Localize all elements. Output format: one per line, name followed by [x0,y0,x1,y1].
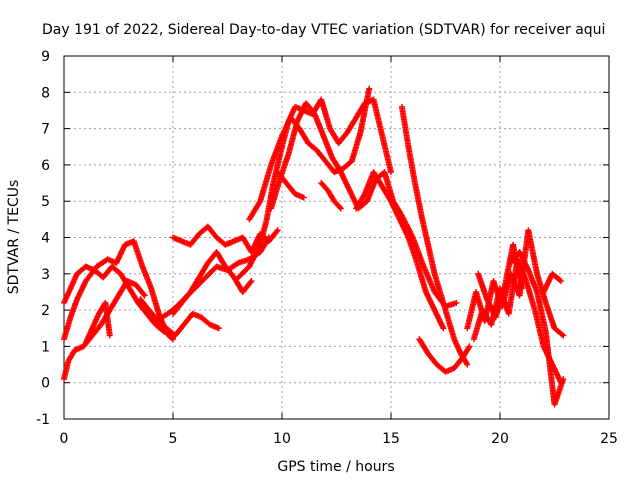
y-tick-label: 1 [41,339,50,355]
series-arc-n [353,169,447,332]
series-arc-m [318,180,344,212]
series-arc-g [170,223,281,256]
data-points [61,85,567,408]
data-point [168,335,175,342]
x-axis-label: GPS time / hours [277,459,394,475]
series-arc-o [398,103,471,368]
x-tick-label: 10 [273,431,291,447]
data-point [300,194,307,201]
y-tick-label: 6 [41,158,50,174]
data-point [464,361,471,368]
data-point [453,299,460,306]
y-tick-label: 0 [41,376,50,392]
y-tick-label: 9 [41,49,50,65]
data-point [247,279,254,286]
series-arc-u [475,241,525,321]
data-point [140,291,147,298]
data-point [560,376,567,383]
data-point [560,332,567,339]
y-tick-label: 2 [41,303,50,319]
y-tick-label: 8 [41,85,50,101]
data-point [106,332,113,339]
data-point [215,325,222,332]
data-point [558,278,565,285]
data-point [556,277,563,284]
series-arc-s [507,249,567,408]
x-tick-label: 15 [382,431,400,447]
x-tick-label: 25 [600,431,618,447]
series-arc-p [416,336,473,375]
x-tick-label: 20 [491,431,509,447]
series-arc-c [61,278,148,383]
series-arc-t [540,270,565,295]
y-tick-label: 3 [41,267,50,283]
y-axis-label: SDTVAR / TECUs [6,180,22,295]
data-point [336,204,343,211]
data-point [160,327,167,334]
series-arc-h [159,234,272,321]
chart-title: Day 191 of 2022, Sidereal Day-to-day VTE… [42,22,605,38]
series-arc-k [268,100,460,310]
data-point [273,228,280,235]
y-tick-label: 7 [41,122,50,138]
data-point [440,325,447,332]
axis-ticks: -1 0 1 2 3 4 5 6 7 8 9 0 5 10 15 20 25 [36,49,618,447]
series-arc-d [82,299,113,346]
data-point [161,328,168,335]
series-arc-e [137,296,222,339]
data-point [248,278,255,285]
y-tick-label: 5 [41,194,50,210]
data-point [141,292,148,299]
data-point [518,285,525,292]
data-point [337,205,344,212]
series-arc-l [274,169,307,201]
data-point [265,234,272,241]
data-point [466,343,473,350]
data-point [558,331,565,338]
y-tick-label: 4 [41,231,50,247]
x-tick-label: 5 [169,431,178,447]
series-arc-j [246,85,373,223]
y-tick-label: -1 [36,412,50,428]
data-point [366,85,373,92]
data-point [274,227,281,234]
x-tick-label: 0 [60,431,69,447]
data-point [170,336,176,343]
data-point [388,169,394,176]
